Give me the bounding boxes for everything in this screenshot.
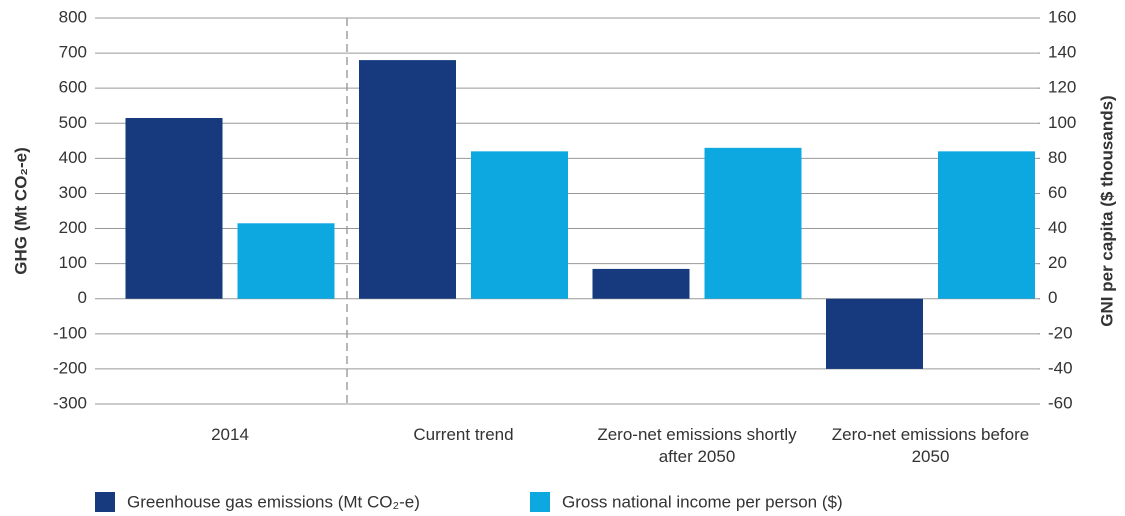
- y2-tick-label: -20: [1048, 323, 1073, 342]
- y2-tick-label: -60: [1048, 393, 1073, 412]
- bar: [471, 151, 568, 299]
- legend-swatch: [530, 492, 550, 512]
- y2-tick-label: 60: [1048, 183, 1067, 202]
- y-tick-label: -300: [53, 393, 87, 412]
- y2-tick-label: 40: [1048, 218, 1067, 237]
- y-tick-label: 700: [59, 43, 87, 62]
- y-tick-label: 200: [59, 218, 87, 237]
- y-tick-label: -200: [53, 358, 87, 377]
- y-tick-label: 500: [59, 113, 87, 132]
- bar: [826, 298, 923, 369]
- y-tick-label: -100: [53, 323, 87, 342]
- y-tick-label: 100: [59, 253, 87, 272]
- x-tick-label: Current trend: [413, 425, 514, 444]
- y-tick-label: 800: [59, 7, 87, 26]
- x-tick-label: 2014: [211, 425, 249, 444]
- y-tick-label: 0: [78, 288, 87, 307]
- y-tick-label: 600: [59, 78, 87, 97]
- y-axis-title: GHG (Mt CO₂-e): [11, 147, 30, 274]
- legend-swatch: [95, 492, 115, 512]
- y-tick-label: 300: [59, 183, 87, 202]
- y2-tick-label: 100: [1048, 113, 1076, 132]
- bar: [125, 118, 223, 299]
- x-tick-label: Zero-net emissions before 2050: [831, 425, 1030, 466]
- legend-label: Greenhouse gas emissions (Mt CO₂-e): [127, 492, 420, 511]
- bar: [704, 147, 802, 299]
- y2-tick-label: -40: [1048, 358, 1073, 377]
- y-tick-label: 400: [59, 148, 87, 167]
- legend-label: Gross national income per person ($): [562, 492, 843, 511]
- bar: [592, 268, 690, 299]
- y2-tick-label: 80: [1048, 148, 1067, 167]
- y2-tick-label: 120: [1048, 78, 1076, 97]
- y2-tick-label: 140: [1048, 43, 1076, 62]
- bar: [359, 60, 456, 299]
- y2-tick-label: 20: [1048, 253, 1067, 272]
- y2-tick-label: 0: [1048, 288, 1057, 307]
- y2-axis-title: GNI per capita ($ thousands): [1097, 95, 1116, 326]
- x-tick-label: Zero-net emissions shortly after 2050: [597, 425, 797, 466]
- bar: [938, 151, 1035, 299]
- bar: [237, 223, 335, 299]
- y2-tick-label: 160: [1048, 7, 1076, 26]
